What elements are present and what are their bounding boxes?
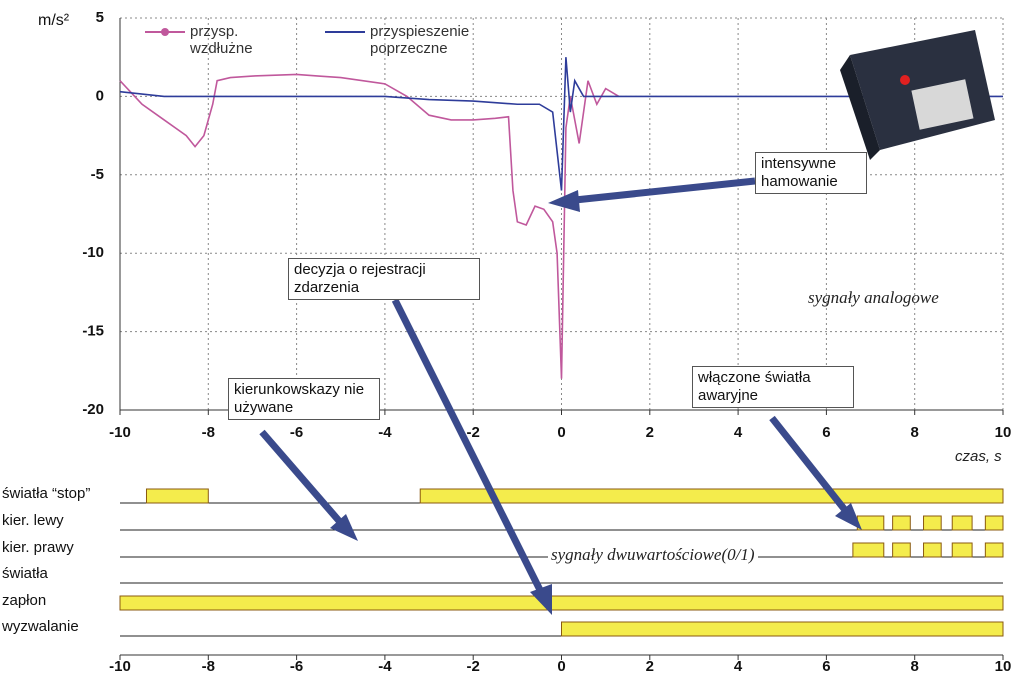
x-tick-label: -4 — [378, 424, 392, 441]
x-tick-label: 0 — [557, 658, 565, 675]
y-tick-label: -5 — [91, 166, 104, 183]
timing-chart: światła “stop” kier. lewy kier. prawy świat… — [1, 485, 1011, 675]
signal-label: kier. prawy — [2, 539, 74, 556]
y-tick-label: 5 — [96, 9, 104, 26]
signal-pulse — [856, 515, 885, 531]
annotation: kierunkowskazy nie używane — [228, 378, 380, 420]
x-tick-label: 6 — [822, 424, 830, 441]
x-tick-label: -2 — [467, 658, 480, 675]
signal-label: wyzwalanie — [1, 618, 79, 635]
signal-label: światła — [2, 565, 49, 582]
signal-pulse — [984, 542, 1004, 558]
y-tick-label: -20 — [82, 401, 104, 418]
x-tick-label: 6 — [822, 658, 830, 675]
signal-label: kier. lewy — [2, 512, 64, 529]
signal-pulse — [923, 542, 942, 558]
signal-pulse — [951, 515, 973, 531]
x-tick-label: -10 — [109, 424, 131, 441]
y-tick-label: -10 — [82, 244, 104, 261]
signal-pulse — [561, 621, 1004, 637]
line-series — [119, 73, 620, 379]
x-tick-label: -8 — [202, 424, 215, 441]
x-tick-label: 8 — [911, 424, 919, 441]
annotation: włączone światła awaryjne — [692, 366, 854, 408]
signal-pulse — [119, 595, 1004, 611]
x-tick-label: -6 — [290, 424, 303, 441]
annotation: sygnały dwuwartościowe(0/1) — [548, 545, 758, 565]
signal-pulse — [951, 542, 973, 558]
x-tick-label: 10 — [995, 424, 1012, 441]
x-tick-label: 2 — [646, 658, 654, 675]
signal-pulse — [892, 542, 911, 558]
legend-label: przyspieszenie poprzeczne — [370, 23, 470, 57]
x-tick-label: 8 — [911, 658, 919, 675]
x-tick-label: -8 — [202, 658, 215, 675]
signal-label: zapłon — [2, 592, 46, 609]
device-image — [840, 30, 995, 160]
y-tick-label: -15 — [82, 323, 104, 340]
x-tick-label: 0 — [557, 424, 565, 441]
arrows — [259, 177, 862, 615]
annotation: decyzja o rejestracji zdarzenia — [288, 258, 480, 300]
x-tick-label: 10 — [995, 658, 1012, 675]
line-series — [119, 57, 1003, 191]
signal-pulse — [852, 542, 885, 558]
x-tick-label: -2 — [467, 424, 480, 441]
x-tick-label: -4 — [378, 658, 392, 675]
x-axis-label: czas, s — [955, 448, 1002, 465]
y-tick-label: 0 — [96, 87, 104, 104]
x-tick-label: 4 — [734, 424, 743, 441]
legend-label: przysp. wzdłużne — [190, 23, 253, 57]
signal-pulse — [923, 515, 942, 531]
signal-pulse — [145, 488, 209, 504]
x-tick-label: 4 — [734, 658, 743, 675]
y-axis-label: m/s² — [38, 12, 70, 29]
x-tick-label: -10 — [109, 658, 131, 675]
signal-pulse — [419, 488, 1004, 504]
signal-pulse — [892, 515, 911, 531]
signal-pulse — [984, 515, 1004, 531]
x-tick-label: 2 — [646, 424, 654, 441]
annotation: sygnały analogowe — [808, 288, 939, 307]
x-tick-label: -6 — [290, 658, 303, 675]
signal-label: światła “stop” — [2, 485, 90, 502]
legend-marker — [161, 28, 169, 36]
annotation: intensywne hamowanie — [755, 152, 867, 194]
